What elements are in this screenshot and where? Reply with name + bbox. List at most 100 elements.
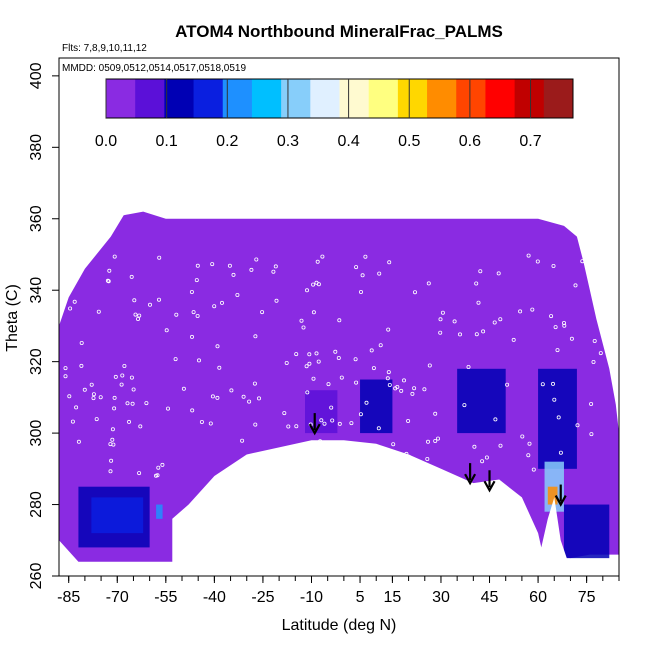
y-axis: 260 280 300 320 340 360 380 400 — [28, 62, 59, 589]
observation-dot — [376, 426, 381, 431]
observation-dot — [569, 336, 574, 341]
observation-dot — [336, 355, 341, 360]
y-tick-label: 380 — [28, 134, 45, 161]
observation-dot — [589, 432, 594, 437]
observation-dot — [271, 269, 276, 274]
observation-dot — [393, 386, 398, 391]
observation-dot — [194, 278, 199, 283]
observation-dot — [91, 392, 96, 397]
observation-dot — [511, 337, 516, 342]
colorbar-swatch — [281, 79, 311, 118]
observation-dot — [481, 329, 486, 334]
observation-dot — [474, 332, 479, 337]
observation-dot — [386, 370, 391, 375]
observation-dot — [526, 453, 531, 458]
observation-dot — [457, 332, 462, 337]
observation-dot — [592, 338, 597, 343]
observation-dot — [412, 386, 417, 391]
observation-dot — [70, 419, 75, 424]
colorbar-swatch — [368, 79, 399, 118]
observation-dot — [72, 299, 77, 304]
x-axis: -85 -70 -55 -40 -25 -10 5 15 30 45 60 75 — [57, 576, 620, 606]
observation-dot — [353, 357, 358, 362]
observation-dot — [354, 265, 359, 270]
observation-dot — [592, 280, 597, 285]
observation-dot — [137, 313, 142, 318]
observation-dot — [364, 400, 369, 405]
observation-dot — [94, 417, 99, 422]
observation-dot — [307, 352, 312, 357]
observation-dot — [452, 319, 457, 324]
high-value-region — [457, 368, 506, 434]
y-tick-label: 340 — [28, 277, 45, 304]
observation-dot — [399, 388, 404, 393]
observation-dot — [89, 382, 94, 387]
observation-dot — [330, 418, 335, 423]
high-value-region — [547, 486, 558, 505]
observation-dot — [96, 309, 101, 314]
y-tick-label: 360 — [28, 205, 45, 232]
dates-label: MMDD: 0509,0512,0514,0517,0518,0519 — [62, 63, 246, 74]
observation-dot — [63, 374, 68, 379]
observation-dot — [120, 373, 125, 378]
observation-dot — [304, 364, 309, 369]
observation-dot — [76, 439, 81, 444]
x-tick-label: -55 — [154, 589, 177, 606]
observation-dot — [319, 418, 324, 423]
colorbar-swatch — [251, 79, 282, 118]
arrow-head — [483, 480, 496, 493]
observation-dot — [119, 382, 124, 387]
observation-dot — [426, 281, 431, 286]
observation-dot — [553, 325, 558, 330]
observation-dot — [247, 399, 252, 404]
observation-dot — [573, 283, 578, 288]
observation-dot — [466, 364, 471, 369]
colorbar-swatch — [193, 79, 224, 118]
observation-dot — [558, 450, 563, 455]
observation-dot — [333, 349, 338, 354]
observation-dot — [551, 381, 556, 386]
observation-dot — [195, 313, 200, 318]
observation-dot — [378, 343, 383, 348]
observation-dot — [65, 257, 70, 262]
observation-dot — [160, 462, 165, 467]
observation-dot — [132, 298, 137, 303]
observation-dot — [112, 395, 117, 400]
colorbar-swatch — [164, 79, 195, 118]
observation-dot — [369, 348, 374, 353]
observation-dot — [284, 360, 289, 365]
observation-dot — [256, 396, 261, 401]
observation-dot — [438, 330, 443, 335]
data-curtain — [59, 211, 619, 562]
observation-dot — [217, 365, 222, 370]
observation-dot — [498, 317, 503, 322]
observation-dot — [410, 391, 415, 396]
observation-dot — [358, 289, 363, 294]
no-data-region — [172, 440, 574, 576]
observation-dot — [112, 406, 117, 411]
observation-dot — [137, 471, 142, 476]
observation-dot — [273, 264, 278, 269]
observation-dot — [79, 340, 84, 345]
observation-dot — [427, 363, 432, 368]
y-axis-label: Theta (C) — [4, 284, 21, 352]
colorbar-tick-label: 0.1 — [156, 133, 178, 150]
observation-dot — [67, 394, 72, 399]
observation-dot — [133, 312, 138, 317]
observation-dot — [363, 254, 368, 259]
observation-dot — [385, 376, 390, 381]
observation-dot — [401, 378, 406, 383]
observation-dot — [299, 318, 304, 323]
observation-dot — [377, 271, 382, 276]
observation-dot — [595, 297, 600, 302]
observation-dot — [315, 259, 320, 264]
x-tick-label: 5 — [356, 589, 365, 606]
observation-dot — [98, 395, 103, 400]
observation-dot — [241, 394, 246, 399]
colorbar: 0.0 0.1 0.2 0.3 0.4 0.5 0.6 0.7 — [95, 78, 574, 150]
observation-dot — [235, 292, 240, 297]
observation-dot — [580, 259, 585, 264]
x-tick-label: 75 — [578, 589, 596, 606]
observation-dot — [219, 300, 224, 305]
